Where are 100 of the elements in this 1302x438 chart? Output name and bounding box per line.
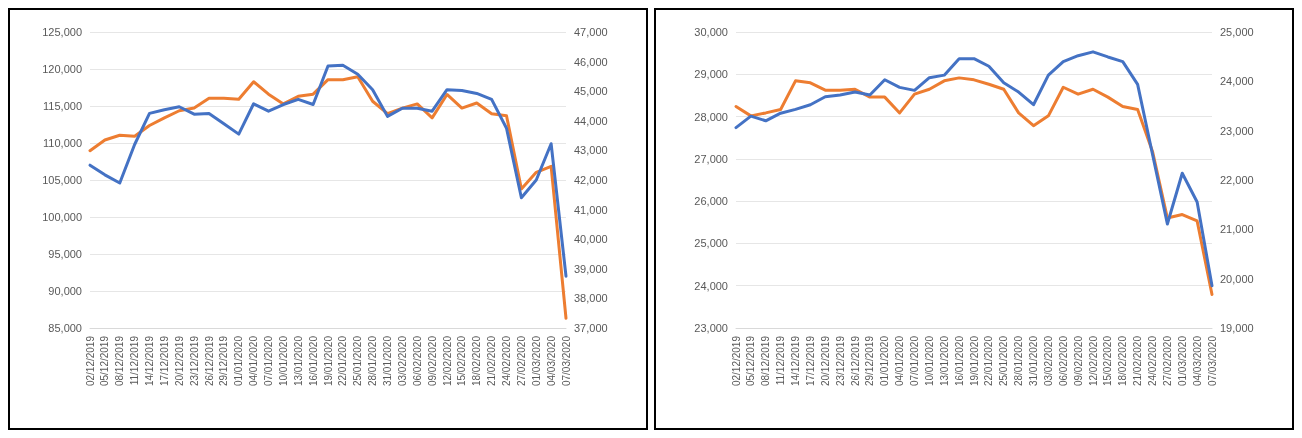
x-tick-label: 20/12/2019 [173, 335, 185, 387]
x-tick-label: 18/02/2020 [1117, 335, 1129, 387]
y-tick-label: 26,000 [694, 195, 728, 208]
y-tick-label: 30,000 [694, 26, 728, 38]
x-tick-label: 24/02/2020 [1147, 335, 1158, 387]
x-tick-label: 09/02/2020 [1072, 335, 1084, 387]
x-tick-label: 27/02/2020 [515, 335, 527, 387]
y2-tick-label: 43,000 [574, 144, 608, 157]
y2-tick-label: 44,000 [574, 114, 608, 127]
x-tick-label: 12/02/2020 [1087, 335, 1099, 387]
y2-tick-label: 39,000 [574, 262, 608, 275]
x-tick-label: 19/01/2020 [968, 335, 980, 387]
x-tick-label: 25/01/2020 [352, 335, 364, 387]
y-tick-label: 27,000 [694, 152, 728, 165]
y-tick-label: 95,000 [48, 248, 82, 260]
x-tick-label: 01/03/2020 [1176, 335, 1188, 387]
x-tick-label: 14/12/2019 [790, 335, 801, 387]
x-tick-label: 12/02/2020 [441, 335, 453, 387]
x-tick-label: 06/02/2020 [411, 335, 423, 387]
y-tick-label: 115,000 [43, 100, 82, 112]
x-tick-label: 15/02/2020 [456, 335, 468, 387]
x-tick-label: 01/01/2020 [879, 335, 891, 387]
y-tick-label: 28,000 [694, 110, 728, 123]
x-tick-label: 11/12/2019 [129, 335, 141, 386]
x-tick-label: 10/01/2020 [923, 335, 935, 387]
y2-tick-label: 41,000 [574, 203, 608, 216]
x-tick-label: 20/12/2019 [819, 335, 831, 387]
y2-tick-label: 45,000 [574, 85, 608, 98]
y-tick-label: 29,000 [694, 68, 728, 81]
y2-tick-label: 22,000 [1220, 174, 1254, 186]
x-tick-label: 02/12/2019 [84, 335, 96, 387]
x-tick-label: 18/02/2020 [471, 335, 483, 387]
x-tick-label: 10/01/2020 [277, 335, 289, 387]
x-tick-label: 27/02/2020 [1161, 335, 1173, 387]
y2-tick-label: 47,000 [574, 26, 608, 38]
x-tick-label: 22/01/2020 [983, 335, 995, 387]
y-tick-label: 105,000 [42, 174, 82, 186]
x-tick-label: 08/12/2019 [760, 335, 772, 387]
y2-tick-label: 20,000 [1220, 272, 1254, 285]
x-tick-label: 05/12/2019 [99, 335, 111, 387]
x-tick-label: 28/01/2020 [367, 335, 379, 387]
x-tick-label: 26/12/2019 [203, 335, 215, 387]
x-tick-label: 19/01/2020 [322, 335, 334, 387]
x-tick-label: 29/12/2019 [864, 335, 876, 387]
x-tick-label: 15/02/2020 [1102, 335, 1114, 387]
x-tick-label: 01/01/2020 [233, 335, 245, 387]
y-tick-label: 90,000 [48, 285, 82, 297]
y-tick-label: 125,000 [42, 26, 82, 38]
x-tick-label: 07/03/2020 [560, 335, 572, 387]
x-tick-label: 04/03/2020 [1191, 335, 1203, 387]
y-tick-label: 110,000 [43, 137, 82, 149]
x-tick-label: 13/01/2020 [938, 335, 950, 387]
x-tick-label: 28/01/2020 [1013, 335, 1025, 387]
line-series [88, 75, 568, 320]
line-series [88, 63, 568, 278]
x-tick-label: 23/12/2019 [834, 335, 846, 387]
x-tick-label: 17/12/2019 [804, 335, 816, 387]
x-tick-label: 04/01/2020 [894, 335, 906, 387]
y-tick-label: 100,000 [42, 211, 82, 223]
x-tick-label: 04/03/2020 [545, 335, 557, 387]
x-tick-label: 07/01/2020 [263, 335, 274, 387]
x-tick-label: 08/12/2019 [114, 335, 126, 387]
y-tick-label: 120,000 [42, 63, 82, 75]
x-tick-label: 07/01/2020 [909, 335, 920, 387]
x-tick-label: 17/12/2019 [158, 335, 170, 387]
x-tick-label: 24/02/2020 [501, 335, 512, 387]
x-tick-label: 11/12/2019 [775, 335, 787, 386]
y2-tick-label: 19,000 [1220, 322, 1254, 334]
y2-tick-label: 24,000 [1220, 75, 1254, 88]
x-tick-label: 07/03/2020 [1206, 335, 1218, 387]
x-tick-label: 23/12/2019 [188, 335, 200, 387]
x-tick-label: 09/02/2020 [426, 335, 438, 387]
y-tick-label: 23,000 [694, 322, 728, 334]
y2-tick-label: 40,000 [574, 233, 608, 246]
x-tick-label: 26/12/2019 [849, 335, 861, 387]
y2-tick-label: 38,000 [574, 292, 608, 305]
y-tick-label: 24,000 [694, 279, 728, 292]
x-tick-label: 01/03/2020 [530, 335, 542, 387]
x-tick-label: 06/02/2020 [1057, 335, 1069, 387]
x-tick-label: 25/01/2020 [998, 335, 1010, 387]
x-tick-label: 29/12/2019 [218, 335, 230, 387]
y2-tick-label: 46,000 [574, 55, 608, 68]
y2-tick-label: 23,000 [1220, 124, 1254, 137]
y-tick-label: 85,000 [48, 322, 82, 334]
x-tick-label: 21/02/2020 [486, 335, 498, 387]
x-tick-label: 16/01/2020 [307, 335, 319, 387]
x-tick-label: 05/12/2019 [745, 335, 757, 387]
x-tick-label: 16/01/2020 [953, 335, 965, 387]
x-tick-label: 02/12/2019 [730, 335, 742, 387]
x-tick-label: 22/01/2020 [337, 335, 349, 387]
x-tick-label: 03/02/2020 [396, 335, 408, 387]
y-tick-label: 25,000 [694, 237, 728, 250]
y2-tick-label: 42,000 [574, 174, 608, 186]
x-tick-label: 04/01/2020 [248, 335, 260, 387]
y2-tick-label: 37,000 [574, 322, 608, 334]
x-tick-label: 13/01/2020 [292, 335, 304, 387]
y2-tick-label: 21,000 [1220, 223, 1254, 236]
x-tick-label: 31/01/2020 [1028, 335, 1039, 387]
y2-tick-label: 25,000 [1220, 26, 1254, 38]
x-tick-label: 31/01/2020 [382, 335, 393, 387]
